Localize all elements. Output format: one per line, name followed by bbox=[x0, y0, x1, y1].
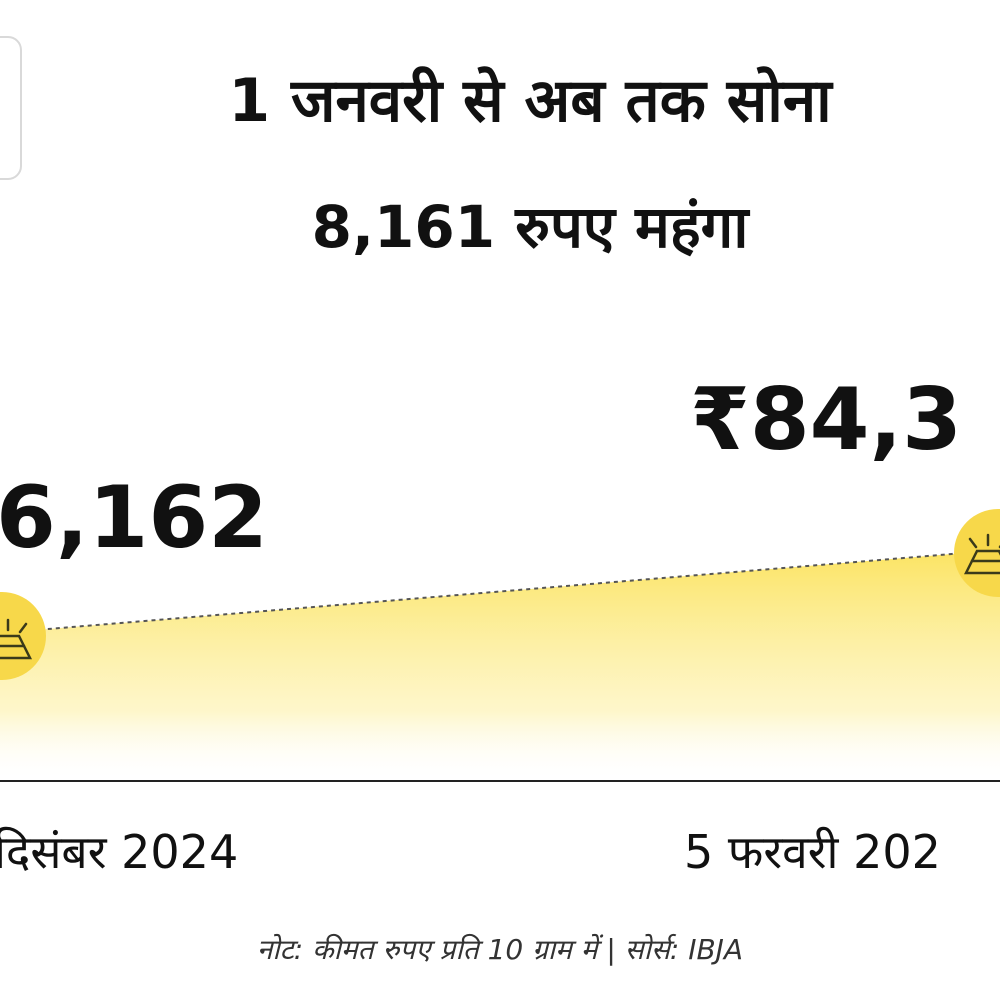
edge-frame bbox=[0, 36, 22, 180]
footnote: नोट: कीमत रुपए प्रति 10 ग्राम में | सोर्… bbox=[256, 933, 744, 966]
chart-title-line-2: 8,161 रुपए महंगा bbox=[311, 193, 749, 261]
gold-bars-icon bbox=[963, 533, 1000, 575]
data-point-marker-end bbox=[954, 509, 1000, 597]
data-point-marker-start bbox=[0, 592, 46, 680]
value-label-start: 6,162 bbox=[0, 468, 269, 568]
x-tick-label-start: दिसंबर 2024 bbox=[0, 825, 239, 879]
chart-title: 1 जनवरी से अब तक सोना 8,161 रुपए महंगा bbox=[0, 62, 1000, 266]
chart-title-line-1: 1 जनवरी से अब तक सोना bbox=[228, 66, 832, 136]
gold-bars-icon bbox=[0, 618, 33, 660]
value-label-end: ₹84,3 bbox=[690, 370, 963, 470]
area-fill bbox=[0, 550, 1000, 781]
x-tick-label-end: 5 फरवरी 202 bbox=[684, 825, 941, 879]
